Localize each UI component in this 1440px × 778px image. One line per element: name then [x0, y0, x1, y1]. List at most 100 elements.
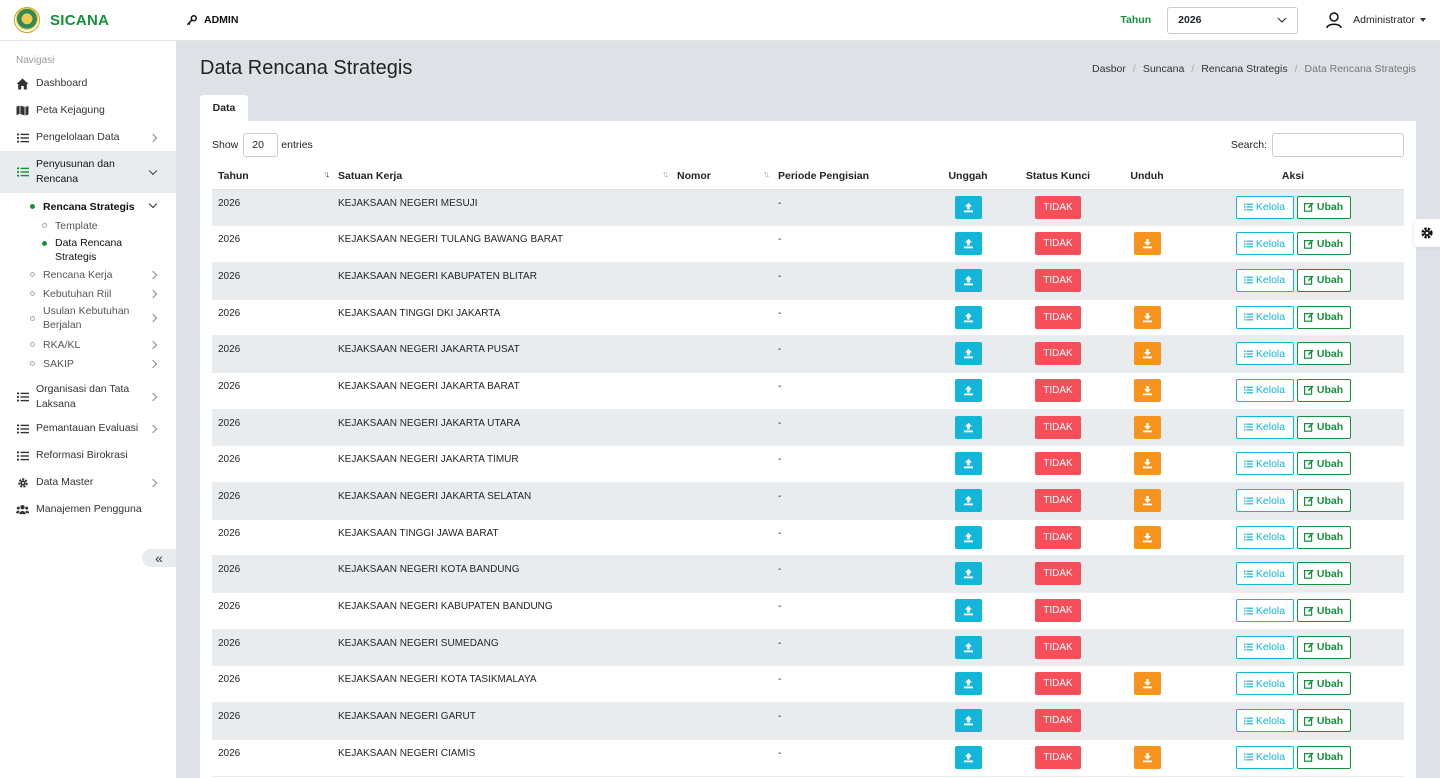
- download-button[interactable]: [1133, 305, 1161, 329]
- ubah-button[interactable]: Ubah: [1296, 342, 1351, 366]
- year-select[interactable]: 2026: [1167, 6, 1299, 34]
- settings-toggle[interactable]: [1414, 219, 1440, 247]
- upload-button[interactable]: [954, 599, 982, 623]
- kelola-button[interactable]: Kelola: [1235, 525, 1294, 549]
- kelola-button[interactable]: Kelola: [1235, 268, 1294, 292]
- sidebar-item-sakip[interactable]: SAKIP: [22, 354, 176, 373]
- users-icon: [16, 503, 29, 516]
- ubah-button[interactable]: Ubah: [1296, 452, 1351, 476]
- ubah-button[interactable]: Ubah: [1296, 232, 1351, 256]
- kelola-button[interactable]: Kelola: [1235, 305, 1294, 329]
- table-row: 2026 KEJAKSAAN NEGERI KOTA TASIKMALAYA - TI…: [212, 665, 1404, 704]
- kelola-button[interactable]: Kelola: [1235, 709, 1294, 733]
- kelola-button[interactable]: Kelola: [1235, 452, 1294, 476]
- kelola-button[interactable]: Kelola: [1235, 378, 1294, 402]
- sidebar-item-template[interactable]: Template: [34, 216, 176, 235]
- upload-button[interactable]: [954, 305, 982, 329]
- upload-button[interactable]: [954, 268, 982, 292]
- sidebar-item-peta[interactable]: Peta Kejagung: [0, 97, 176, 124]
- upload-button[interactable]: [954, 342, 982, 366]
- kelola-button[interactable]: Kelola: [1235, 635, 1294, 659]
- ubah-button[interactable]: Ubah: [1296, 489, 1351, 512]
- upload-button[interactable]: [954, 232, 982, 256]
- cell-tahun: 2026: [212, 555, 332, 594]
- column-header-tahun[interactable]: Tahun ↑↓: [212, 163, 332, 190]
- ubah-button[interactable]: Ubah: [1296, 268, 1351, 292]
- download-icon: [1142, 238, 1153, 249]
- breadcrumb-item[interactable]: Dasbor: [1092, 63, 1126, 75]
- tab-data[interactable]: Data: [200, 95, 248, 121]
- kelola-button[interactable]: Kelola: [1235, 745, 1294, 769]
- upload-button[interactable]: [954, 562, 982, 586]
- sidebar-item-dashboard[interactable]: Dashboard: [0, 70, 176, 97]
- list-icon: [1243, 386, 1256, 394]
- sidebar-item-reformasi[interactable]: Reformasi Birokrasi: [0, 442, 176, 469]
- download-button[interactable]: [1133, 525, 1161, 549]
- ubah-button[interactable]: Ubah: [1296, 415, 1351, 439]
- data-table: Tahun ↑↓ Satuan Kerja ↑↓ Nomor ↑↓ Periode P…: [212, 163, 1404, 777]
- sidebar-item-manajemen[interactable]: Manajemen Pengguna: [0, 496, 176, 523]
- download-button[interactable]: [1133, 342, 1161, 366]
- kelola-button[interactable]: Kelola: [1235, 232, 1294, 256]
- download-button[interactable]: [1133, 378, 1161, 402]
- column-header-satuan-kerja[interactable]: Satuan Kerja ↑↓: [332, 163, 671, 190]
- upload-button[interactable]: [954, 709, 982, 733]
- upload-button[interactable]: [954, 635, 982, 659]
- upload-button[interactable]: [954, 489, 982, 512]
- search-input[interactable]: [1272, 133, 1404, 157]
- upload-button[interactable]: [954, 415, 982, 439]
- download-button[interactable]: [1133, 745, 1161, 769]
- entries-select[interactable]: 20: [243, 133, 279, 157]
- sidebar-item-organisasi[interactable]: Organisasi dan Tata Laksana: [0, 379, 176, 415]
- upload-button[interactable]: [954, 195, 982, 219]
- ubah-button[interactable]: Ubah: [1296, 378, 1351, 402]
- column-header-nomor[interactable]: Nomor ↑↓: [671, 163, 772, 190]
- upload-button[interactable]: [954, 378, 982, 402]
- kelola-button[interactable]: Kelola: [1235, 599, 1294, 623]
- sidebar-collapse-button[interactable]: «: [142, 549, 176, 567]
- sidebar-item-usulan[interactable]: Usulan Kebutuhan Berjalan: [22, 303, 176, 333]
- breadcrumb-item[interactable]: Rencana Strategis: [1201, 63, 1288, 75]
- cell-tahun: 2026: [212, 189, 332, 227]
- upload-button[interactable]: [954, 525, 982, 549]
- download-button[interactable]: [1133, 452, 1161, 476]
- kelola-button[interactable]: Kelola: [1235, 415, 1294, 439]
- kelola-button[interactable]: Kelola: [1235, 562, 1294, 586]
- ubah-button[interactable]: Ubah: [1296, 672, 1351, 696]
- user-menu[interactable]: Administrator: [1325, 11, 1426, 29]
- sidebar-item-rencana-kerja[interactable]: Rencana Kerja: [22, 265, 176, 284]
- sidebar-item-data-rencana[interactable]: Data Rencana Strategis: [34, 235, 176, 265]
- upload-button[interactable]: [954, 452, 982, 476]
- edit-icon: [1303, 496, 1317, 506]
- upload-icon: [963, 715, 974, 726]
- ubah-button[interactable]: Ubah: [1296, 525, 1351, 549]
- upload-button[interactable]: [954, 745, 982, 769]
- sidebar-item-data-master[interactable]: Data Master: [0, 469, 176, 496]
- ubah-button[interactable]: Ubah: [1296, 305, 1351, 329]
- sidebar-item-penyusunan[interactable]: Penyusunan dan Rencana: [0, 151, 176, 193]
- sidebar-item-pemantauan[interactable]: Pemantauan Evaluasi: [0, 415, 176, 442]
- kelola-button[interactable]: Kelola: [1235, 195, 1294, 219]
- download-button[interactable]: [1133, 672, 1161, 696]
- sidebar-item-kebutuhan-riil[interactable]: Kebutuhan Riil: [22, 284, 176, 303]
- breadcrumb-item[interactable]: Suncana: [1142, 63, 1185, 75]
- ubah-button[interactable]: Ubah: [1296, 745, 1351, 769]
- ubah-button[interactable]: Ubah: [1296, 562, 1351, 586]
- download-button[interactable]: [1133, 415, 1161, 439]
- sidebar-item-rencana-strategis[interactable]: Rencana Strategis: [22, 197, 176, 216]
- download-button[interactable]: [1133, 232, 1161, 256]
- download-button[interactable]: [1133, 489, 1161, 512]
- upload-button[interactable]: [954, 672, 982, 696]
- ubah-button[interactable]: Ubah: [1296, 635, 1351, 659]
- brand[interactable]: SICANA: [0, 0, 176, 41]
- kelola-button[interactable]: Kelola: [1235, 489, 1294, 512]
- ubah-button[interactable]: Ubah: [1296, 709, 1351, 733]
- kelola-button[interactable]: Kelola: [1235, 672, 1294, 696]
- chevron-right-icon: [148, 478, 158, 487]
- kelola-button[interactable]: Kelola: [1235, 342, 1294, 366]
- ubah-button[interactable]: Ubah: [1296, 195, 1351, 219]
- sidebar-item-rka[interactable]: RKA/KL: [22, 335, 176, 354]
- sidebar-item-pengelolaan[interactable]: Pengelolaan Data: [0, 124, 176, 151]
- ubah-button[interactable]: Ubah: [1296, 599, 1351, 623]
- cell-unggah: [932, 592, 1004, 630]
